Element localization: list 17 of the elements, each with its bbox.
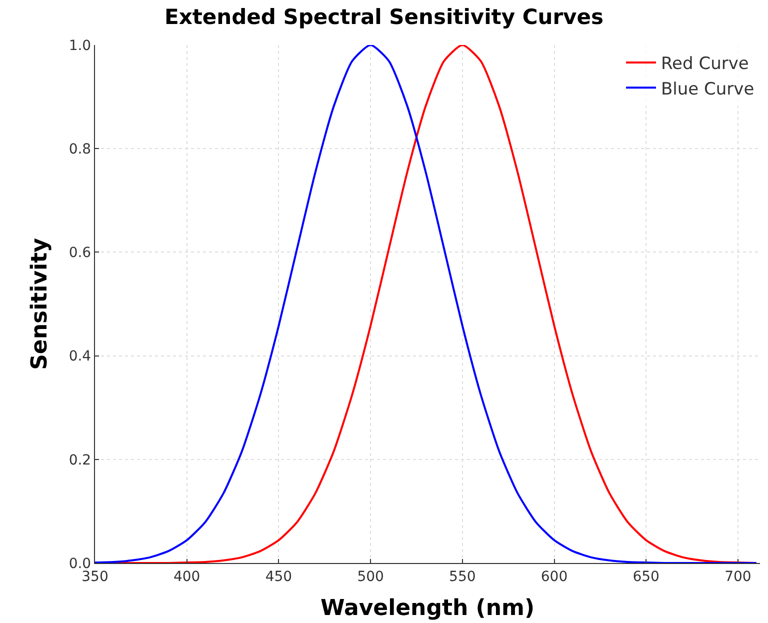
y-tick-label: 0.4 bbox=[68, 348, 92, 365]
y-tick-label: 0.8 bbox=[68, 142, 92, 158]
x-tick-label: 700 bbox=[724, 568, 752, 585]
y-axis-title: Sensitivity bbox=[28, 238, 53, 370]
x-tick-label: 650 bbox=[632, 568, 660, 585]
x-tick-label: 400 bbox=[173, 568, 200, 585]
y-tick-label: 0.6 bbox=[68, 245, 92, 262]
y-tick-label: 0.2 bbox=[68, 452, 92, 468]
x-tick-label: 600 bbox=[540, 568, 568, 585]
legend-label: Red Curve bbox=[661, 54, 749, 74]
y-tick-label: 1.0 bbox=[68, 38, 92, 54]
x-tick-label: 500 bbox=[357, 568, 384, 585]
chart-title: Extended Spectral Sensitivity Curves bbox=[164, 5, 604, 30]
x-tick-label: 450 bbox=[265, 568, 292, 585]
x-tick-label: 550 bbox=[449, 568, 476, 585]
legend-label: Blue Curve bbox=[661, 79, 754, 100]
x-axis-title: Wavelength (nm) bbox=[320, 596, 534, 621]
